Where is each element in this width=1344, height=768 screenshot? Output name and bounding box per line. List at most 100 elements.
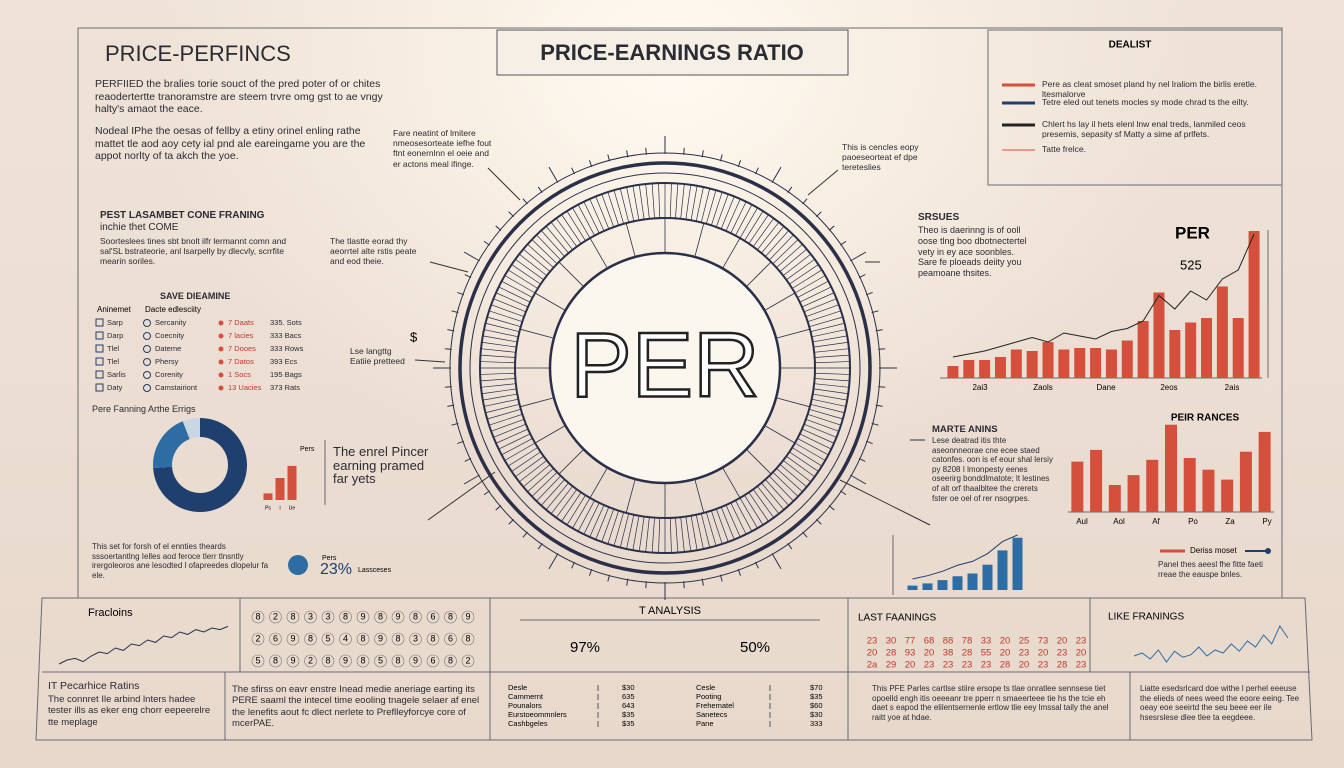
dial-tick: [651, 183, 655, 219]
dial-tick: [607, 510, 619, 545]
dial-tick: [786, 455, 815, 478]
dial-tick: [700, 513, 711, 548]
table-cell: 13 Uacies: [228, 383, 262, 392]
dial-tick: [772, 239, 799, 265]
table-cell: 335. Sots: [270, 318, 302, 327]
grid-number: 8: [448, 611, 453, 621]
footer-middle: The sfirss on eavr enstre Inead medie an…: [232, 684, 480, 730]
grid-number: 78: [962, 636, 973, 647]
issues-title: SRSUES: [918, 212, 960, 223]
grid-number: 88: [943, 636, 954, 647]
grid-number: 9: [395, 611, 400, 621]
grid-circle: [321, 654, 335, 668]
bar: [1232, 318, 1244, 378]
grid-number: 55: [981, 648, 992, 659]
dial-tick: [810, 403, 845, 414]
table-header: Dacte edlesciity: [145, 305, 201, 314]
x-label: Po: [1188, 517, 1198, 526]
grid-number: 23: [867, 636, 878, 647]
dial-tick: [527, 468, 554, 493]
leader: [414, 359, 446, 363]
bar: [979, 360, 991, 378]
dial-tick: [550, 485, 573, 514]
legend-text: Tetre eled out tenets mocles sy mode chr…: [1042, 97, 1249, 107]
issues-text: Sare fe ploeads deiity you peamoane thsi…: [918, 257, 1022, 278]
dial-tick: [695, 514, 704, 550]
bar: [1105, 349, 1117, 378]
dial-tick: [589, 504, 605, 538]
dial-tick: [775, 328, 810, 339]
framing-title: PEST LASAMBET CONE FRANING: [100, 210, 265, 221]
dial-tick: [632, 515, 640, 551]
dial-tick: [561, 214, 582, 244]
bar: [1183, 458, 1196, 512]
dial-tick: [495, 292, 529, 308]
x-label: Aul: [1076, 517, 1088, 526]
grid-number: 9: [290, 633, 295, 643]
dial-tick: [601, 194, 615, 228]
bar: [963, 360, 975, 378]
grid-number: 6: [430, 655, 435, 665]
dial-tick: [480, 372, 516, 375]
x-label: Py: [1262, 517, 1271, 526]
table-cell: Pane: [696, 719, 714, 728]
grid-number: 23: [1019, 648, 1030, 659]
dial-tick: [519, 460, 548, 483]
grid-number: 73: [1038, 636, 1049, 647]
grid-circle: [409, 610, 422, 624]
grid-number: 20: [1076, 648, 1087, 659]
dial-tick: [536, 234, 562, 261]
dial-tick: [706, 512, 717, 546]
row-icon: [218, 320, 224, 326]
dial-note: Lse langttg Eatiie pretteed: [350, 346, 405, 367]
bar: [1185, 322, 1197, 378]
table-cell: Dateme: [155, 344, 181, 353]
grid-number: 6: [273, 633, 278, 643]
leaders: [414, 167, 931, 526]
dial-tick: [690, 515, 698, 551]
dial-tick: [483, 329, 519, 338]
dial-tick: [501, 280, 533, 298]
x-label: Zaols: [1033, 383, 1053, 392]
grid-number: 20: [924, 648, 935, 659]
dial-tick: [680, 183, 685, 219]
dial-ring: [548, 251, 782, 485]
donut-segment: [153, 421, 190, 468]
grid-number: 2: [255, 633, 260, 643]
dial-tick: [752, 218, 775, 247]
dial-tick: [814, 378, 850, 382]
grid-number: 29: [886, 660, 897, 671]
dial-tick: [491, 304, 525, 318]
dial-tick: [589, 198, 605, 232]
grid-circle: [461, 632, 475, 646]
dial-tick: [493, 298, 527, 313]
dial-tick: [775, 397, 810, 408]
grid-number: 20: [1019, 660, 1030, 671]
dial-tick: [523, 248, 551, 272]
dial-tick: [757, 485, 780, 514]
grid-circle: [321, 610, 335, 624]
dial-tick: [789, 451, 819, 472]
row-icon: [95, 383, 104, 392]
bar: [1074, 348, 1086, 378]
dial-tick: [764, 292, 796, 311]
dial-tick: [495, 428, 529, 444]
row-icon: [143, 358, 151, 366]
grid-circle: [286, 632, 300, 646]
dial-tick: [814, 348, 850, 353]
dial-tick: [761, 482, 785, 510]
dial-tick: [645, 517, 650, 553]
dial-tick: [768, 475, 794, 502]
row-icon: [95, 344, 104, 353]
dial-tick: [744, 495, 764, 526]
badge-icon-label: Pers: [322, 555, 337, 562]
grid-circle: [426, 632, 440, 646]
dial-tick: [744, 210, 764, 241]
table-cell: Cammernt: [508, 692, 544, 701]
per-value: 525: [1180, 257, 1202, 272]
dial-tick: [748, 492, 769, 522]
grid-circle: [269, 632, 282, 646]
donut-segment: [182, 418, 200, 439]
x-label: 2ai3: [972, 383, 988, 392]
